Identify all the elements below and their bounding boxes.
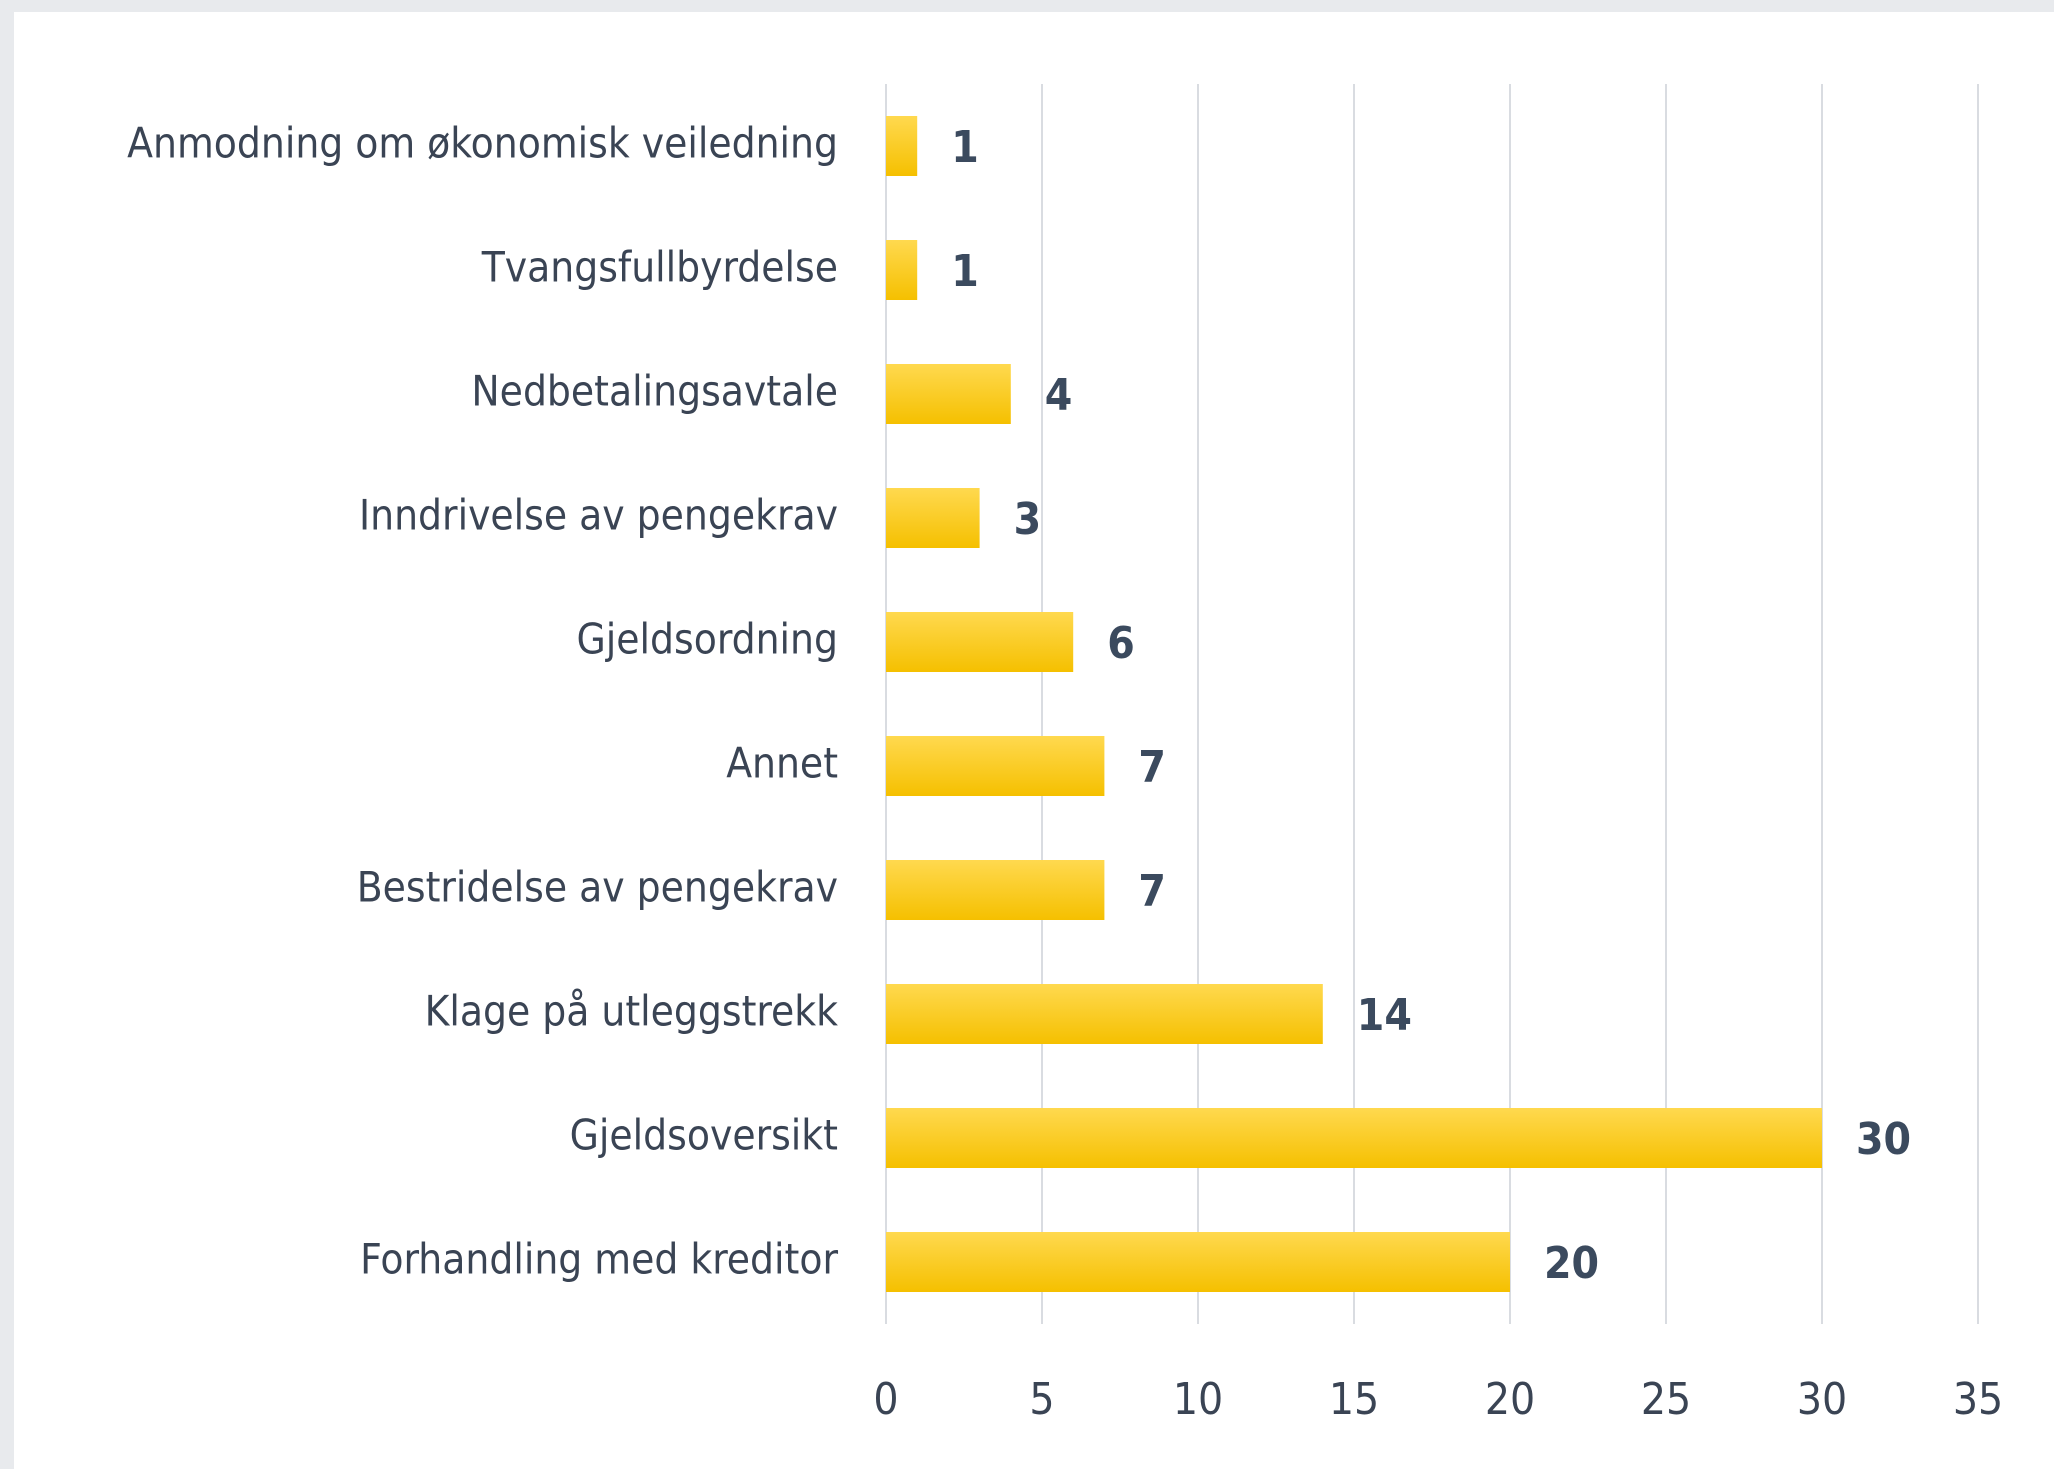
- bar: [886, 1108, 1822, 1168]
- data-label: 14: [1357, 990, 1412, 1041]
- y-tick-label: Klage på utleggstrekk: [425, 987, 839, 1036]
- y-tick-label: Anmodning om økonomisk veiledning: [127, 119, 838, 168]
- bar: [886, 1232, 1510, 1292]
- data-label: 7: [1138, 866, 1166, 917]
- bar: [886, 612, 1074, 672]
- bar: [886, 984, 1323, 1044]
- data-label: 4: [1045, 370, 1073, 421]
- data-label: 1: [951, 122, 979, 173]
- data-label: 30: [1856, 1114, 1911, 1165]
- y-tick-label: Gjeldsoversikt: [570, 1111, 838, 1160]
- data-label: 1: [951, 246, 979, 297]
- y-tick-label: Forhandling med kreditor: [360, 1235, 838, 1284]
- x-tick-label: 25: [1641, 1374, 1691, 1425]
- y-tick-label: Inndrivelse av pengekrav: [359, 491, 838, 540]
- data-label: 20: [1544, 1238, 1599, 1289]
- bar: [886, 240, 918, 300]
- x-tick-label: 35: [1953, 1374, 2003, 1425]
- x-tick-label: 10: [1173, 1374, 1223, 1425]
- data-label: 7: [1138, 742, 1166, 793]
- bar: [886, 736, 1105, 796]
- y-tick-label: Nedbetalingsavtale: [471, 367, 838, 416]
- data-label: 6: [1107, 618, 1135, 669]
- y-tick-label: Bestridelse av pengekrav: [357, 863, 838, 912]
- x-tick-label: 0: [873, 1374, 898, 1425]
- x-tick-label: 5: [1029, 1374, 1054, 1425]
- y-tick-label: Gjeldsordning: [576, 615, 838, 664]
- x-tick-label: 20: [1485, 1374, 1535, 1425]
- data-label: 3: [1014, 494, 1042, 545]
- x-tick-label: 15: [1329, 1374, 1379, 1425]
- bar: [886, 860, 1105, 920]
- bar: [886, 116, 918, 176]
- x-tick-label: 30: [1797, 1374, 1847, 1425]
- y-tick-label: Annet: [726, 739, 838, 788]
- bar: [886, 488, 980, 548]
- bar: [886, 364, 1011, 424]
- y-tick-label: Tvangsfullbyrdelse: [481, 243, 838, 292]
